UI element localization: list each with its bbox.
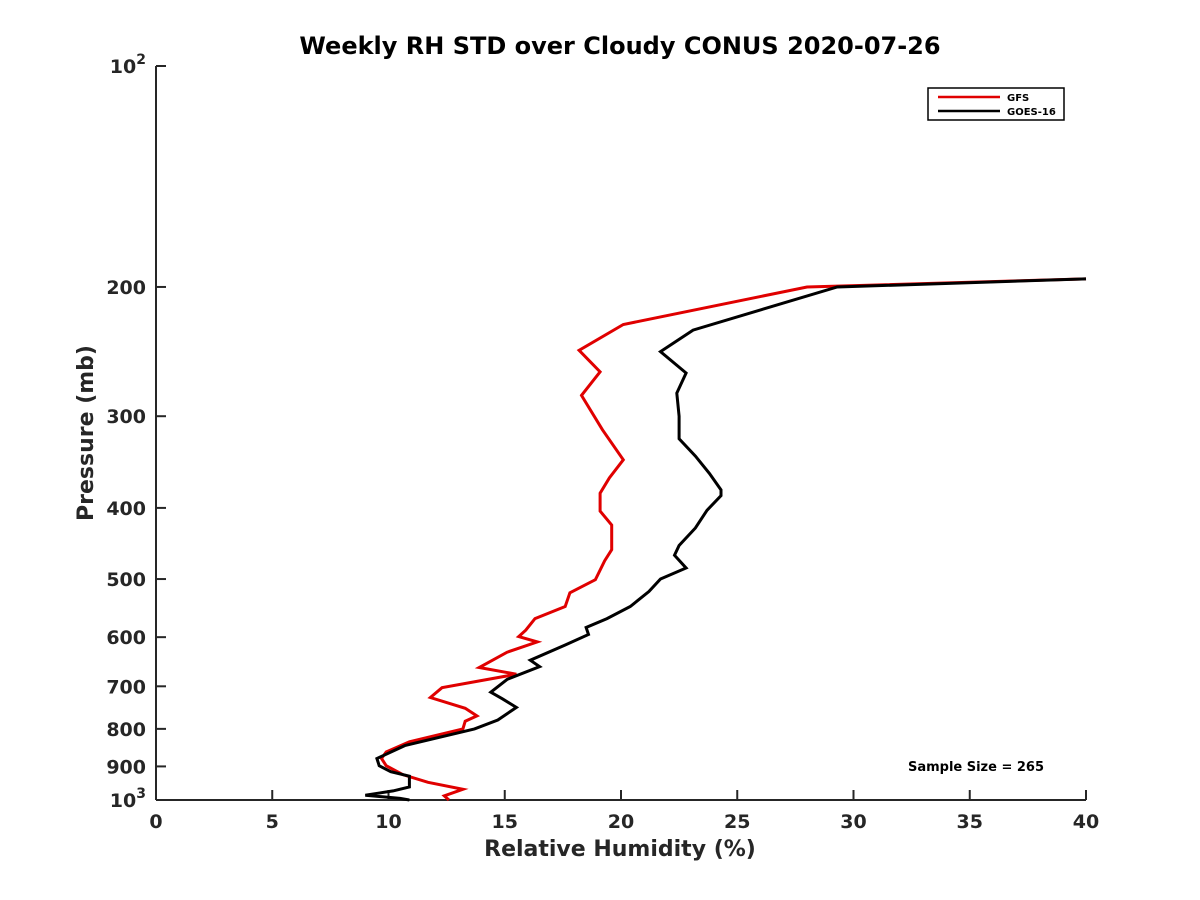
- x-tick-label: 25: [724, 811, 750, 833]
- x-tick-label: 5: [266, 811, 279, 833]
- y-tick-label: 800: [106, 719, 146, 741]
- legend: GFS GOES-16: [927, 87, 1065, 121]
- x-tick-label: 15: [492, 811, 518, 833]
- y-tick-label-base: 10: [110, 56, 136, 78]
- sample-size-annotation: Sample Size = 265: [908, 760, 1044, 775]
- series-layer: [365, 277, 1087, 802]
- y-tick-label: 300: [106, 406, 146, 428]
- x-tick-label: 35: [957, 811, 983, 833]
- chart-title: Weekly RH STD over Cloudy CONUS 2020-07-…: [299, 32, 940, 60]
- x-tick-label: 20: [608, 811, 634, 833]
- series-line-goes16: [365, 277, 1087, 802]
- x-axis-ticks: 0 5 10 15 20 25 30 35 40: [149, 790, 1099, 833]
- y-tick-label-exponent: 3: [136, 786, 146, 802]
- y-tick-label: 400: [106, 498, 146, 520]
- x-tick-label: 40: [1073, 811, 1099, 833]
- legend-label-gfs: GFS: [1007, 93, 1029, 104]
- legend-label-goes16: GOES-16: [1007, 107, 1056, 118]
- series-line-gfs: [379, 277, 1087, 802]
- y-tick-label-exponent: 2: [136, 52, 146, 68]
- y-tick-label-base: 10: [110, 790, 136, 812]
- y-tick-label: 200: [106, 277, 146, 299]
- y-axis-label: Pressure (mb): [74, 345, 99, 521]
- y-tick-label: 600: [106, 627, 146, 649]
- y-tick-label: 103: [110, 786, 146, 812]
- x-tick-label: 0: [149, 811, 162, 833]
- y-tick-label: 102: [110, 52, 146, 78]
- y-tick-label: 500: [106, 569, 146, 591]
- x-tick-label: 30: [840, 811, 866, 833]
- legend-box: [927, 87, 1065, 121]
- x-tick-label: 10: [375, 811, 401, 833]
- y-tick-label: 700: [106, 676, 146, 698]
- y-tick-label: 900: [106, 756, 146, 778]
- x-axis-label: Relative Humidity (%): [484, 837, 756, 862]
